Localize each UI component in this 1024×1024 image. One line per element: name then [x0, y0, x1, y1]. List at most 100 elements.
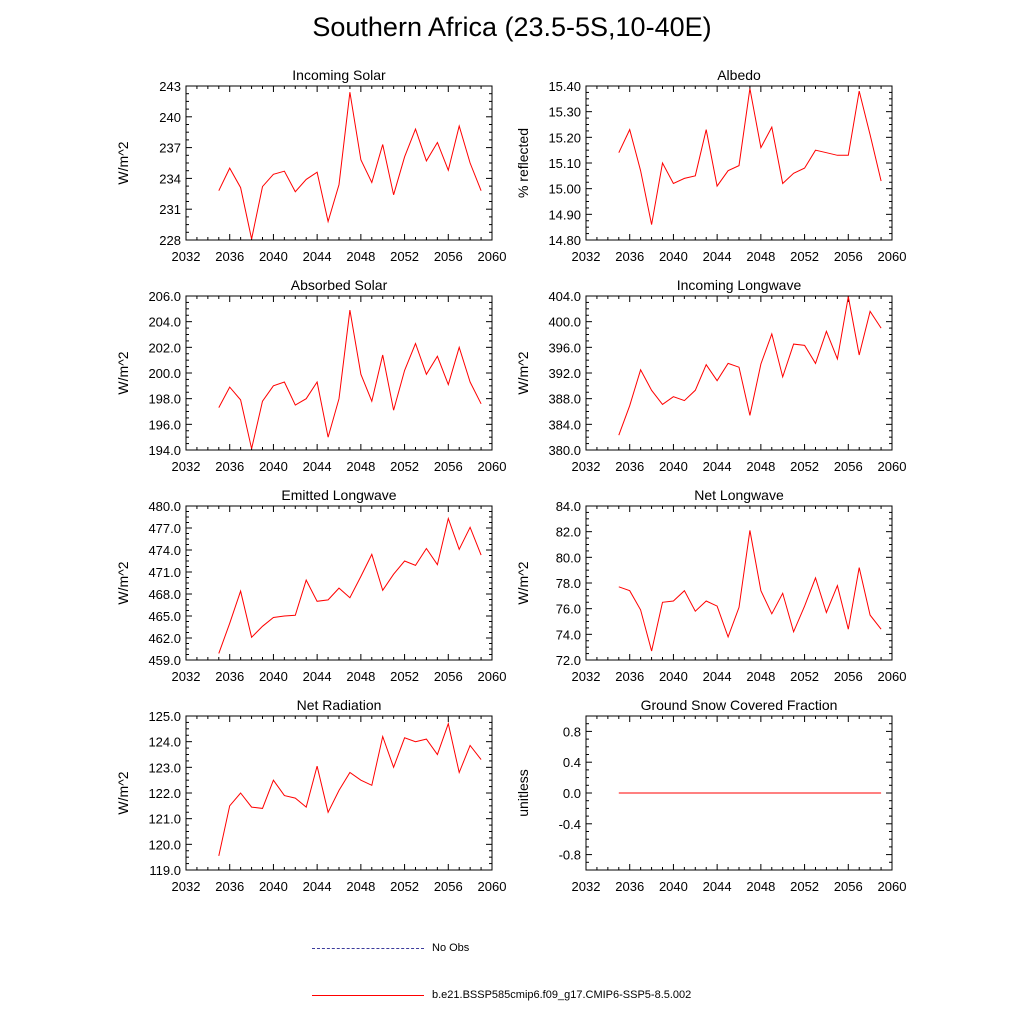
y-tick-label: 123.0 — [148, 760, 181, 775]
series-line — [218, 516, 482, 654]
y-tick-label: 125.0 — [148, 709, 181, 724]
y-tick-label: 471.0 — [148, 565, 181, 580]
x-tick-label: 2044 — [703, 669, 732, 684]
y-tick-label: 121.0 — [148, 812, 181, 827]
series-line — [618, 530, 882, 652]
x-tick-label: 2056 — [834, 669, 863, 684]
y-tick-label: 202.0 — [148, 340, 181, 355]
series-line — [618, 296, 882, 436]
y-tick-label: -0.8 — [559, 848, 581, 863]
x-tick-label: 2032 — [172, 669, 201, 684]
y-tick-label: 462.0 — [148, 631, 181, 646]
panel-ground-snow-covered-fraction: Ground Snow Covered Fraction unitless 2032… — [515, 697, 906, 894]
x-tick-label: 2060 — [478, 879, 507, 894]
x-tick-label: 2040 — [659, 459, 688, 474]
y-tick-label: 240 — [159, 110, 181, 125]
y-tick-label: 459.0 — [148, 653, 181, 668]
x-tick-label: 2044 — [303, 879, 332, 894]
panel-title: Incoming Longwave — [677, 277, 802, 293]
x-tick-label: 2036 — [215, 249, 244, 264]
panel-title: Incoming Solar — [292, 67, 386, 83]
x-tick-label: 2052 — [790, 669, 819, 684]
x-tick-label: 2056 — [434, 879, 463, 894]
y-tick-label: 243 — [159, 79, 181, 94]
x-tick-label: 2052 — [390, 669, 419, 684]
y-tick-label: 404.0 — [548, 289, 581, 304]
x-tick-label: 2036 — [615, 669, 644, 684]
y-tick-label: 392.0 — [548, 366, 581, 381]
x-tick-label: 2032 — [572, 459, 601, 474]
x-tick-label: 2052 — [790, 879, 819, 894]
x-tick-label: 2048 — [746, 879, 775, 894]
panel-absorbed-solar: Absorbed Solar W/m^2 2032 2036 2040 2044 2048 2… — [115, 277, 506, 474]
legend-label-model-run: b.e21.BSSP585cmip6.f09_g17.CMIP6-SSP5-8.… — [432, 989, 692, 1001]
x-tick-label: 2032 — [572, 249, 601, 264]
y-tick-label: 14.80 — [548, 233, 581, 248]
x-tick-label: 2052 — [390, 879, 419, 894]
x-tick-label: 2044 — [303, 249, 332, 264]
plot-frame — [585, 295, 893, 451]
x-tick-label: 2040 — [659, 879, 688, 894]
series-line — [218, 310, 482, 449]
x-tick-label: 2060 — [478, 249, 507, 264]
x-tick-label: 2060 — [878, 249, 907, 264]
x-tick-label: 2060 — [878, 459, 907, 474]
x-tick-label: 2036 — [615, 459, 644, 474]
x-tick-label: 2044 — [703, 459, 732, 474]
x-tick-label: 2048 — [746, 669, 775, 684]
y-tick-label: 76.0 — [556, 602, 581, 617]
x-tick-label: 2032 — [172, 249, 201, 264]
series-line — [218, 92, 482, 240]
x-tick-label: 2048 — [746, 459, 775, 474]
y-tick-label: -0.4 — [559, 817, 581, 832]
x-tick-label: 2040 — [659, 669, 688, 684]
figure-title: Southern Africa (23.5-5S,10-40E) — [312, 12, 712, 42]
x-tick-label: 2032 — [572, 879, 601, 894]
x-tick-label: 2036 — [215, 459, 244, 474]
series-line — [218, 721, 482, 857]
y-tick-label: 228 — [159, 233, 181, 248]
panel-albedo: Albedo % reflected 2032 2036 2040 2044 2048 205… — [515, 67, 906, 264]
panel-title: Ground Snow Covered Fraction — [641, 697, 838, 713]
y-tick-label: 124.0 — [148, 735, 181, 750]
y-axis-label: W/m^2 — [115, 561, 131, 604]
y-axis-label: W/m^2 — [115, 351, 131, 394]
y-tick-label: 468.0 — [148, 587, 181, 602]
x-tick-label: 2048 — [346, 669, 375, 684]
y-tick-label: 122.0 — [148, 786, 181, 801]
y-axis-label: W/m^2 — [115, 141, 131, 184]
y-tick-label: 78.0 — [556, 576, 581, 591]
plot-frame — [185, 85, 493, 241]
x-tick-label: 2060 — [478, 459, 507, 474]
legend-item-model-run: b.e21.BSSP585cmip6.f09_g17.CMIP6-SSP5-8.… — [312, 989, 691, 1001]
y-tick-label: 206.0 — [148, 289, 181, 304]
y-tick-label: 474.0 — [148, 543, 181, 558]
panel-title: Net Longwave — [694, 487, 784, 503]
y-tick-label: 380.0 — [548, 443, 581, 458]
y-tick-label: 200.0 — [148, 366, 181, 381]
x-tick-label: 2056 — [834, 879, 863, 894]
y-tick-label: 237 — [159, 141, 181, 156]
x-tick-label: 2040 — [259, 669, 288, 684]
x-tick-label: 2048 — [746, 249, 775, 264]
y-tick-label: 465.0 — [148, 609, 181, 624]
y-axis-label: W/m^2 — [515, 561, 531, 604]
x-tick-label: 2040 — [659, 249, 688, 264]
y-tick-label: 480.0 — [148, 499, 181, 514]
x-tick-label: 2032 — [172, 459, 201, 474]
x-tick-label: 2048 — [346, 459, 375, 474]
x-tick-label: 2044 — [703, 879, 732, 894]
y-tick-label: 15.00 — [548, 182, 581, 197]
plot-frame — [185, 295, 493, 451]
x-tick-label: 2052 — [390, 249, 419, 264]
y-tick-label: 119.0 — [149, 863, 181, 878]
y-tick-label: 198.0 — [148, 392, 181, 407]
y-axis-label: unitless — [515, 769, 531, 816]
plot-frame — [585, 505, 893, 661]
y-tick-label: 15.30 — [548, 105, 581, 120]
panel-title: Albedo — [717, 67, 761, 83]
y-tick-label: 384.0 — [548, 417, 581, 432]
x-tick-label: 2060 — [478, 669, 507, 684]
panel-incoming-longwave: Incoming Longwave W/m^2 2032 2036 2040 2044 20… — [515, 277, 906, 474]
